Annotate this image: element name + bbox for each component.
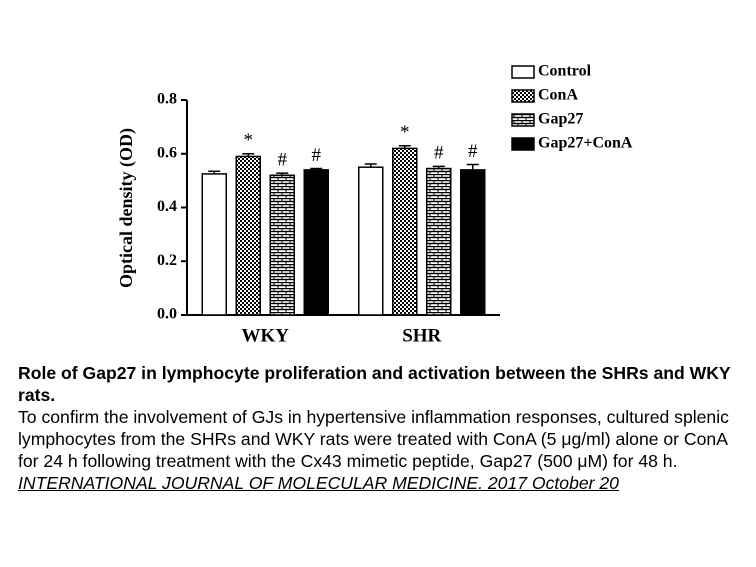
citation[interactable]: INTERNATIONAL JOURNAL OF MOLECULAR MEDIC… [18,473,619,493]
legend-swatch [511,89,535,103]
chart: Optical density (OD) 0.0 0.2 0.4 0.6 0.8 WKY *… [116,63,633,347]
significance-mark: # [312,145,322,166]
significance-mark: # [278,149,288,170]
y-axis-label: Optical density (OD) [116,128,137,288]
significance-mark: # [468,141,478,162]
bar [303,169,329,316]
significance-mark: * [400,122,410,143]
bar [269,174,295,316]
caption-body: To confirm the involvement of GJs in hyp… [18,407,729,471]
error-bar [432,165,445,169]
error-bar [276,172,289,176]
y-tick-label: 0.0 [157,306,177,323]
bar [426,167,452,316]
legend-label: ConA [538,87,578,104]
caption-title: Role of Gap27 in lymphocyte proliferatio… [18,363,731,405]
error-bar [398,144,411,149]
y-tick-label: 0.8 [157,91,177,108]
y-tick-label: 0.4 [157,198,177,215]
x-tick-label: SHR [402,325,441,346]
legend-label: Control [538,63,592,80]
significance-mark: # [434,143,444,164]
bar [235,155,261,316]
bar [358,166,384,316]
legend-swatch [511,137,535,151]
y-tick-label: 0.2 [157,252,177,269]
error-bar [242,153,255,157]
bar [201,173,227,316]
error-bar [364,163,377,168]
error-bar [208,170,221,174]
x-tick-label: WKY [242,325,290,346]
bar [460,169,486,316]
legend-label: Gap27 [538,111,583,128]
significance-mark: * [244,130,254,151]
bar [392,147,418,316]
legend-label: Gap27+ConA [538,135,633,152]
legend-swatch [511,65,535,79]
legend-swatch [511,113,535,127]
y-tick-label: 0.6 [157,144,177,161]
caption: Role of Gap27 in lymphocyte proliferatio… [18,362,743,494]
error-bar [310,167,323,170]
error-bar [466,163,479,170]
